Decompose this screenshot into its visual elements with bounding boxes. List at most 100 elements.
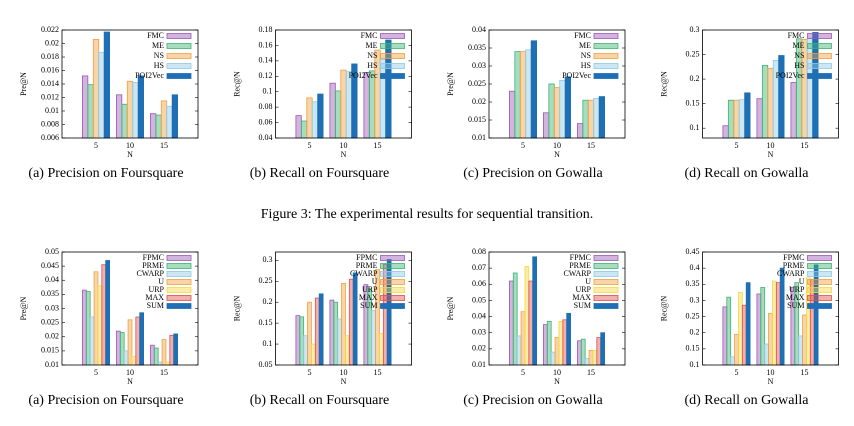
legend-swatch xyxy=(593,287,619,293)
legend-swatch xyxy=(807,263,832,269)
y-tick-label: 0.4 xyxy=(690,263,700,272)
x-tick-label: 15 xyxy=(374,368,382,377)
y-tick-label: 0.03 xyxy=(45,303,59,312)
legend-swatch xyxy=(593,263,619,269)
bar xyxy=(132,82,139,139)
bar xyxy=(348,278,354,366)
legend-label: HS xyxy=(154,61,164,70)
y-tick-label: 0.3 xyxy=(263,255,273,264)
bar xyxy=(550,351,556,366)
legend-swatch xyxy=(166,63,192,69)
bar xyxy=(307,301,312,366)
bar xyxy=(772,280,777,366)
y-axis-label: Rec@N xyxy=(659,71,668,97)
legend-swatch xyxy=(166,295,192,301)
legend-swatch xyxy=(380,303,405,309)
x-tick-label: 5 xyxy=(308,141,312,150)
y-tick-label: 0.008 xyxy=(41,119,59,128)
plot-frame xyxy=(488,251,626,366)
bar xyxy=(85,291,91,366)
plot-frame xyxy=(275,251,412,366)
legend-swatch xyxy=(166,73,192,79)
legend-swatch xyxy=(166,43,192,49)
x-tick-label: 5 xyxy=(735,141,739,150)
chart-caption: (d) Recall on Gowalla xyxy=(684,393,809,408)
bar xyxy=(593,98,600,139)
y-tick-label: 0.04 xyxy=(259,133,273,142)
bar xyxy=(738,99,746,139)
y-tick-label: 0.2 xyxy=(690,74,700,83)
legend-swatch xyxy=(807,33,832,39)
bar xyxy=(306,97,313,139)
legend-swatch xyxy=(380,287,405,293)
bar xyxy=(363,72,370,139)
x-axis-label: N xyxy=(341,150,347,159)
bar xyxy=(329,82,336,139)
bar xyxy=(92,39,100,139)
legend-label: CWARP xyxy=(136,269,164,278)
x-axis-label: N xyxy=(554,150,560,159)
legend-swatch xyxy=(593,73,619,79)
bar xyxy=(543,324,548,366)
bar xyxy=(352,272,358,366)
legend-label: NS xyxy=(367,51,377,60)
bar xyxy=(532,256,538,366)
plot-frame xyxy=(61,29,199,139)
bar xyxy=(761,64,769,139)
y-tick-label: 0.1 xyxy=(263,339,273,348)
bar xyxy=(512,272,518,366)
x-tick-label: 5 xyxy=(94,368,98,377)
y-tick-label: 0.015 xyxy=(468,115,486,124)
legend-swatch xyxy=(166,271,192,277)
bar xyxy=(311,343,316,366)
bar xyxy=(514,51,521,139)
bar xyxy=(592,350,598,366)
bar xyxy=(528,280,534,366)
plot-frame xyxy=(702,251,839,366)
bar xyxy=(543,112,550,139)
legend-label: ME xyxy=(366,41,378,50)
y-tick-label: 0.1 xyxy=(690,360,700,369)
legend-swatch xyxy=(593,279,619,285)
y-tick-label: 0.07 xyxy=(472,263,486,272)
y-tick-label: 0.022 xyxy=(41,25,59,34)
bar xyxy=(775,282,781,366)
y-tick-label: 0.08 xyxy=(472,247,486,256)
bar xyxy=(173,333,178,366)
y-tick-label: 0.15 xyxy=(686,98,700,107)
y-axis-label: Rec@N xyxy=(232,295,241,321)
legend-swatch xyxy=(807,271,832,277)
y-tick-label: 0.02 xyxy=(45,38,59,47)
bar xyxy=(166,105,173,139)
plot-frame xyxy=(488,29,626,139)
x-tick-label: 10 xyxy=(340,141,348,150)
bar xyxy=(126,80,134,139)
legend-label: NS xyxy=(581,51,591,60)
legend-label: FPMC xyxy=(570,253,591,262)
x-tick-label: 15 xyxy=(801,141,809,150)
bar xyxy=(564,76,571,139)
legend-label: FMC xyxy=(574,31,591,40)
bar xyxy=(379,333,384,366)
plot-frame xyxy=(702,29,839,139)
x-tick-label: 10 xyxy=(767,368,775,377)
y-tick-label: 0.25 xyxy=(686,311,700,320)
legend-swatch xyxy=(593,271,619,277)
y-tick-label: 0.02 xyxy=(45,332,59,341)
legend-label: SUM xyxy=(787,301,804,310)
bar xyxy=(127,319,133,366)
y-tick-label: 0.08 xyxy=(259,102,273,111)
bar xyxy=(121,103,128,139)
legend-swatch xyxy=(593,255,619,261)
plot-frame xyxy=(61,251,199,366)
figure-caption: Figure 3: The experimental results for s… xyxy=(261,207,594,222)
legend-swatch xyxy=(380,263,405,269)
y-tick-label: 0.2 xyxy=(263,297,273,306)
bar xyxy=(596,337,602,366)
bar xyxy=(82,289,87,366)
legend-swatch xyxy=(166,53,192,59)
bar xyxy=(577,123,584,139)
legend-swatch xyxy=(593,33,619,39)
legend-label: FPMC xyxy=(143,253,164,262)
bar xyxy=(730,356,735,366)
